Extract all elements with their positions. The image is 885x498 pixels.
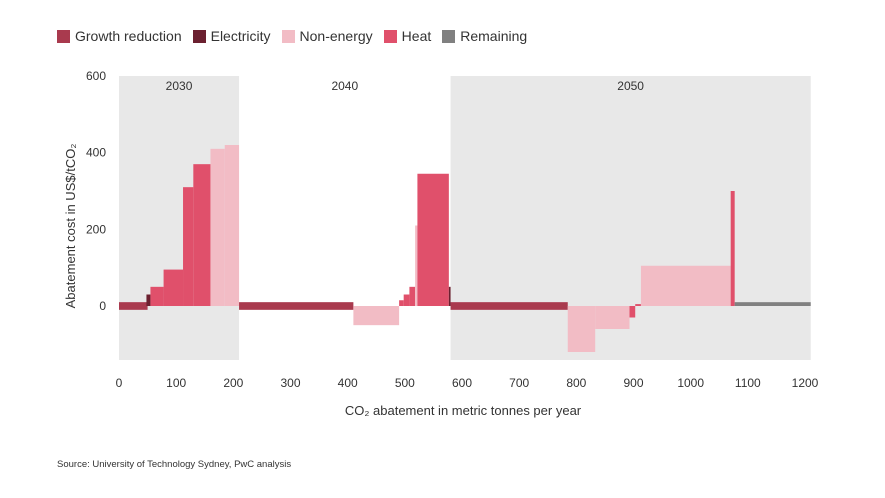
legend-item-growth-reduction: Growth reduction xyxy=(57,28,182,44)
x-tick-labels: 0 100 200 300 400 500 600 700 800 900 1000 1100 1200 xyxy=(116,376,819,390)
x-tick-1200: 1200 xyxy=(792,376,819,390)
y-tick-400: 400 xyxy=(86,146,106,160)
period-label-2040: 2040 xyxy=(331,79,358,93)
legend-item-remaining: Remaining xyxy=(442,28,527,44)
bar-growth-19 xyxy=(450,306,568,310)
legend-label-growth-reduction: Growth reduction xyxy=(75,28,182,44)
source-note: Source: University of Technology Sydney,… xyxy=(57,459,292,470)
legend-label-heat: Heat xyxy=(401,28,432,44)
bar-heat-23 xyxy=(635,304,641,306)
x-tick-200: 200 xyxy=(223,376,243,390)
x-tick-700: 700 xyxy=(509,376,529,390)
x-tick-900: 900 xyxy=(623,376,643,390)
y-axis-title: Abatement cost in US$/tCO₂ xyxy=(63,144,78,309)
period-label-2030: 2030 xyxy=(166,79,193,93)
legend-label-non-energy: Non-energy xyxy=(299,28,373,44)
legend-item-electricity: Electricity xyxy=(192,28,271,44)
bar-heat-25 xyxy=(730,191,735,306)
bar-heat-6 xyxy=(193,164,211,306)
bar-marks xyxy=(119,145,811,352)
x-axis-title: CO₂ abatement in metric tonnes per year xyxy=(345,403,582,418)
legend-swatch-remaining xyxy=(442,29,456,43)
bar-nonenergy-11 xyxy=(353,306,400,326)
legend: Growth reduction Electricity Non-energy … xyxy=(57,28,538,44)
bar-heat-22 xyxy=(629,306,636,318)
y-tick-0: 0 xyxy=(99,299,106,313)
bar-heat-3 xyxy=(150,286,164,306)
legend-swatch-non-energy xyxy=(281,29,295,43)
period-label-2050: 2050 xyxy=(617,79,644,93)
bar-heat-16 xyxy=(417,173,449,306)
bar-nonenergy-21 xyxy=(595,306,630,329)
bar-nonenergy-24 xyxy=(640,265,731,306)
legend-item-heat: Heat xyxy=(383,28,432,44)
bar-nonenergy-15 xyxy=(415,225,418,306)
bar-nonenergy-7 xyxy=(210,148,225,306)
bar-heat-12 xyxy=(399,300,404,306)
bar-heat-4 xyxy=(163,269,184,306)
x-tick-600: 600 xyxy=(452,376,472,390)
bar-growth-0 xyxy=(119,306,148,310)
period-labels: 2030 2040 2050 xyxy=(166,79,645,93)
bar-growth-9 xyxy=(239,302,354,306)
x-tick-500: 500 xyxy=(395,376,415,390)
bar-heat-5 xyxy=(183,187,194,306)
legend-swatch-electricity xyxy=(192,29,206,43)
bar-heat-14 xyxy=(409,286,416,306)
bar-nonenergy-20 xyxy=(567,306,596,352)
bar-growth-18 xyxy=(450,302,568,306)
bar-heat-13 xyxy=(403,294,410,306)
legend-item-non-energy: Non-energy xyxy=(281,28,373,44)
bar-electricity-2 xyxy=(146,294,151,306)
x-tick-1100: 1100 xyxy=(735,376,761,390)
x-tick-0: 0 xyxy=(116,376,123,390)
x-tick-400: 400 xyxy=(338,376,358,390)
bar-remaining-26 xyxy=(734,302,811,306)
y-tick-labels: 0 200 400 600 xyxy=(86,69,106,313)
legend-label-remaining: Remaining xyxy=(460,28,528,44)
bar-electricity-17 xyxy=(448,286,451,306)
y-tick-200: 200 xyxy=(86,222,106,236)
bar-growth-10 xyxy=(239,306,354,310)
legend-swatch-heat xyxy=(383,29,397,43)
y-tick-600: 600 xyxy=(86,69,106,83)
legend-swatch-growth-reduction xyxy=(57,29,70,43)
x-tick-100: 100 xyxy=(166,376,186,390)
x-tick-300: 300 xyxy=(280,376,300,390)
legend-label-electricity: Electricity xyxy=(210,28,271,44)
bar-growth-1 xyxy=(119,302,148,306)
x-tick-800: 800 xyxy=(566,376,586,390)
bar-nonenergy-8 xyxy=(224,145,240,306)
x-tick-1000: 1000 xyxy=(677,376,704,390)
